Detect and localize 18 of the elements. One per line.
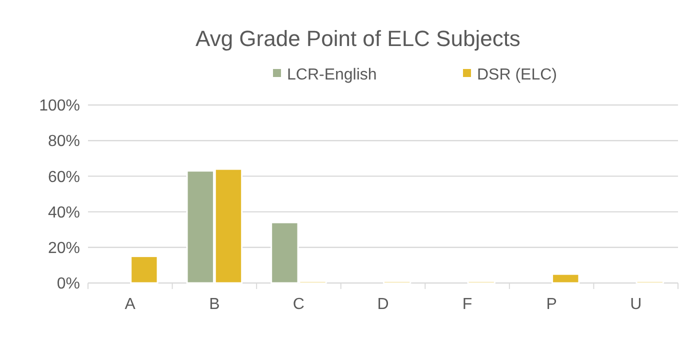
bar — [130, 256, 158, 284]
y-tick-label: 40% — [48, 204, 80, 222]
x-tick-label: C — [292, 296, 304, 313]
x-tick-label: B — [209, 296, 220, 313]
y-tick-label: 20% — [48, 240, 80, 257]
y-tick-label: 0% — [56, 276, 80, 293]
x-tick-label: U — [630, 296, 642, 313]
y-tick-label: 100% — [39, 98, 80, 115]
chart-title: Avg Grade Point of ELC Subjects — [196, 26, 520, 51]
legend-label: LCR-English — [287, 66, 377, 84]
x-tick-label: F — [462, 296, 472, 313]
x-tick-label: P — [546, 296, 557, 313]
x-tick-label: D — [377, 296, 389, 313]
y-tick-label: 80% — [48, 133, 80, 150]
x-tick-label: A — [124, 296, 136, 313]
y-tick-label: 60% — [48, 168, 80, 186]
bar — [552, 273, 580, 284]
legend-label: DSR (ELC) — [477, 66, 558, 84]
